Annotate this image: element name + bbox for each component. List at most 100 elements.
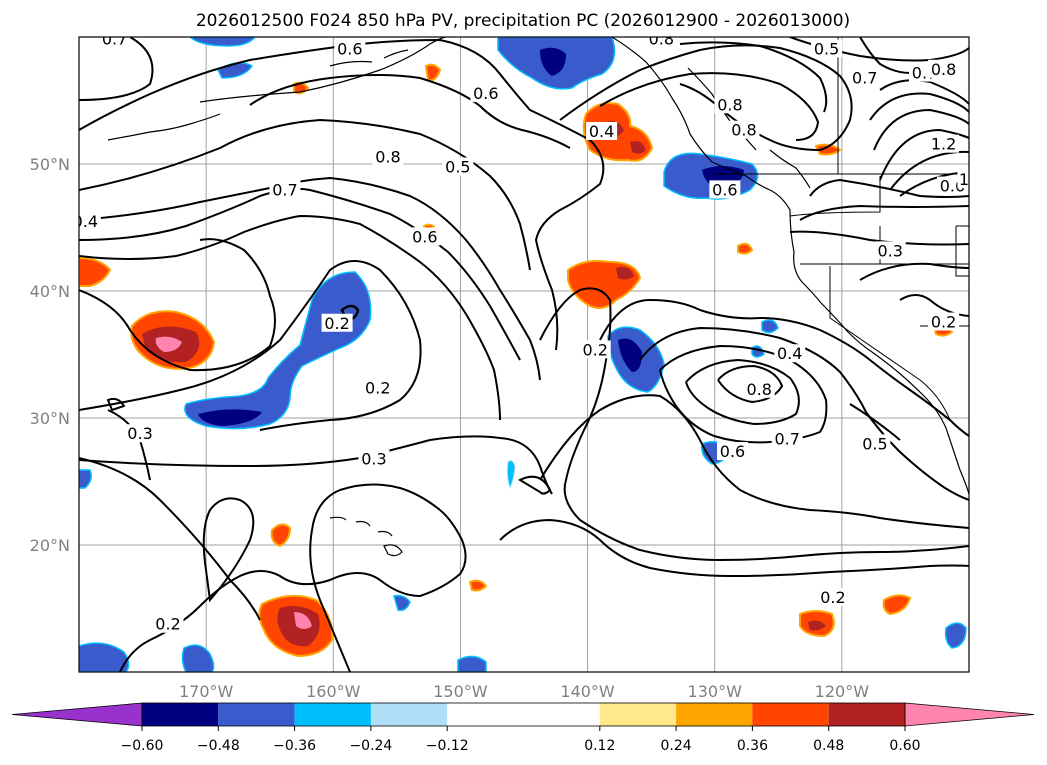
contour-label: 1 [959, 170, 969, 189]
contour-label: 0.8 [717, 95, 742, 114]
contour-label: 0.8 [746, 380, 771, 399]
contour-label-bg [714, 95, 746, 114]
contour-label-bg [321, 313, 353, 332]
colorbar-outline [141, 702, 906, 727]
contour-label: 0.5 [445, 158, 470, 177]
map-title: 2026012500 F024 850 hPa PV, precipitatio… [196, 11, 850, 31]
contour-label: 0.3 [877, 241, 902, 260]
latitude-tick-labels: 20°N 30°N 40°N 50°N [30, 155, 70, 555]
contour-label: 0.2 [820, 588, 845, 607]
graticule [79, 37, 969, 672]
contour-label: 0.6 [337, 39, 362, 58]
contour-label: 0.2 [324, 314, 349, 333]
contour-label-bg [470, 83, 502, 102]
contour-label-bg [99, 37, 131, 48]
lon-label: 150°W [433, 682, 488, 701]
contour-label: 0.7 [272, 180, 297, 199]
colorbar-under-arrow [11, 702, 143, 727]
colorbar-segment [294, 703, 371, 726]
contour-label-bg [957, 170, 969, 189]
map-frame [78, 36, 970, 673]
contour-label-bg [334, 39, 366, 58]
contour-label: 0.6 [412, 227, 437, 246]
contour-label-bg [928, 134, 960, 153]
colorbar-segment [599, 703, 677, 726]
contour-label: 0.8 [931, 60, 956, 79]
lat-label: 40°N [30, 282, 70, 301]
colorbar-tick-label: −0.36 [273, 738, 316, 754]
contour-label-bg [586, 121, 618, 140]
contour-label-bg [928, 59, 960, 78]
lon-label: 160°W [306, 682, 361, 701]
lon-label: 170°W [179, 682, 234, 701]
contour-label-bg [771, 429, 803, 448]
contour-label-bg [409, 227, 441, 246]
contour-label: 0.6 [473, 84, 498, 103]
colorbar-tick-label: −0.60 [121, 738, 164, 754]
contour-label: 0.2 [931, 312, 956, 331]
contour-label-bg [859, 434, 891, 453]
contour-label-bg [728, 120, 760, 139]
lat-label: 50°N [30, 155, 70, 174]
contour-label-bg [269, 180, 301, 199]
colorbar-segment [752, 703, 829, 726]
contour-label-bg [79, 212, 101, 231]
contour-label: 0.4 [73, 212, 98, 231]
contour-label-bg [579, 340, 611, 359]
contour-label-bg [709, 180, 741, 199]
contour-label: 0.5 [862, 434, 887, 453]
contour-label-bg [372, 147, 404, 166]
map-background [79, 37, 969, 672]
contour-label: 0.7 [852, 69, 877, 88]
colorbar-tick-label: 0.36 [737, 738, 768, 754]
colorbar-tick-labels: −0.60 −0.48 −0.36 −0.24 −0.12 0.12 0.24 0.36 0.4… [121, 726, 921, 754]
colorbar-segment [447, 703, 600, 726]
map-area: 0.7 0.6 0.8 0.5 0.7 0.7 0.8 0.6 0.8 0.8 0.4 1.2 0.8 0… [73, 29, 970, 673]
contour-label-bg [817, 588, 849, 607]
contour-label: 0.8 [731, 121, 756, 140]
contour-label-bg [928, 312, 960, 331]
colorbar: −0.60 −0.48 −0.36 −0.24 −0.12 0.12 0.24 0.36 0.4… [11, 702, 1035, 754]
contour-label-bg [362, 378, 394, 397]
contour-label: 0.2 [365, 379, 390, 398]
contour-label: 0.7 [102, 29, 127, 48]
contour-label-bg [743, 379, 775, 398]
contour-label: 0.4 [589, 122, 614, 141]
lat-label: 20°N [30, 536, 70, 555]
contour-label-bg [152, 614, 184, 633]
lon-label: 140°W [560, 682, 615, 701]
lat-label: 30°N [30, 409, 70, 428]
colorbar-segment [142, 703, 219, 726]
contour-labels: 0.7 0.6 0.8 0.5 0.7 0.7 0.8 0.6 0.8 0.8 0.4 1.2 0.8 0… [73, 29, 969, 634]
lon-label: 120°W [815, 682, 870, 701]
contour-label: 0.6 [720, 442, 745, 461]
colorbar-over-arrow [904, 702, 1035, 727]
contour-label-bg [849, 68, 881, 87]
longitude-tick-labels: 170°W 160°W 150°W 140°W 130°W 120°W [179, 682, 869, 701]
contour-label-bg [774, 344, 806, 363]
contour-label: 0.3 [127, 424, 152, 443]
contour-label-bg [645, 37, 677, 48]
contour-label: 0.4 [777, 344, 802, 363]
colorbar-segment [218, 703, 295, 726]
contour-label-bg [124, 424, 156, 443]
lon-label: 130°W [688, 682, 743, 701]
contour-label-bg [717, 442, 749, 461]
contour-label: 0.8 [375, 147, 400, 166]
contour-label-bg [358, 449, 390, 468]
colorbar-tick-label: 0.48 [813, 738, 844, 754]
colorbar-segment [370, 703, 448, 726]
colorbar-tick-label: −0.24 [349, 738, 392, 754]
contour-label-bg [442, 157, 474, 176]
contour-label: 0.6 [712, 180, 737, 199]
contour-label-bg [874, 241, 906, 260]
contour-label: 0.2 [582, 340, 607, 359]
contour-label: 1.2 [931, 135, 956, 154]
colorbar-tick-label: 0.60 [889, 738, 920, 754]
colorbar-tick-label: 0.12 [584, 738, 615, 754]
colorbar-tick-label: −0.12 [426, 738, 469, 754]
contour-label: 0.5 [814, 39, 839, 58]
colorbar-segments [11, 702, 1035, 727]
contour-label-bg [811, 39, 843, 58]
